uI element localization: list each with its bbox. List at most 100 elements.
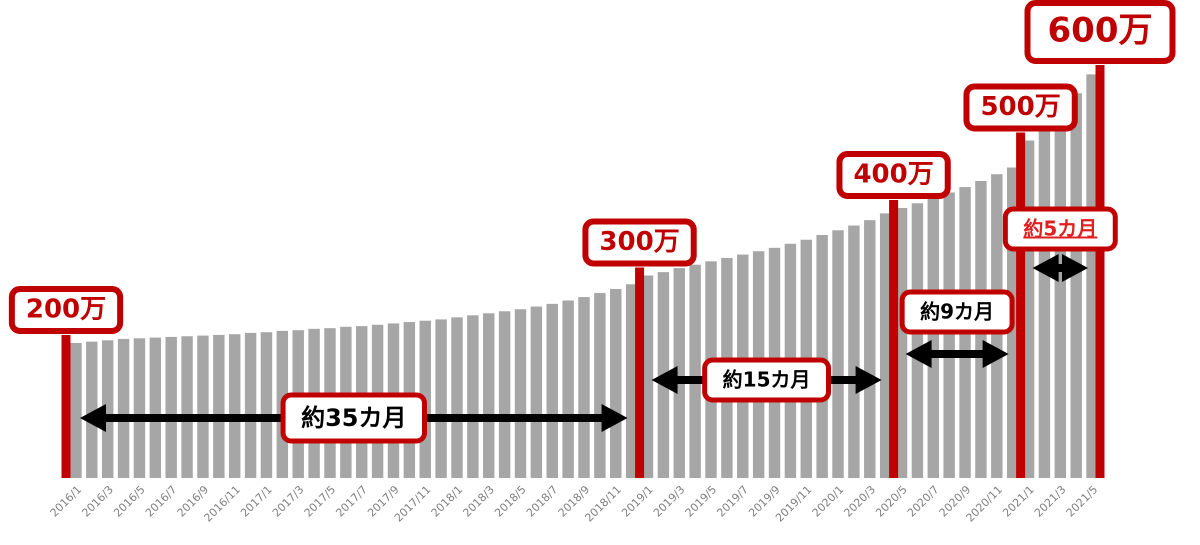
x-tick-label: 2020/5 [873, 483, 910, 520]
bar [610, 289, 622, 478]
arrow-head [601, 404, 628, 432]
x-tick-label: 2016/7 [143, 483, 180, 520]
x-tick-label: 2017/5 [302, 483, 339, 520]
milestone-label: 300万 [599, 227, 679, 257]
bar [117, 338, 130, 478]
arrow-head [855, 366, 882, 394]
milestone-badge: 200万 [8, 286, 124, 334]
bar [927, 197, 940, 478]
bar [213, 334, 225, 478]
x-tick-label: 2016/3 [79, 483, 116, 520]
bar [816, 235, 828, 478]
bar [181, 336, 193, 478]
x-tick-label: 2019/3 [651, 483, 688, 520]
interval-box [702, 357, 832, 403]
arrow-head [982, 340, 1009, 368]
milestone-box [8, 286, 124, 334]
interval-box [1002, 206, 1118, 252]
x-tick-label: 2017/7 [333, 483, 370, 520]
interval-badge: 約5カ月 [1002, 206, 1118, 252]
milestone-box [836, 151, 951, 199]
bar [228, 334, 241, 478]
bar [895, 208, 908, 478]
bar [1038, 125, 1051, 479]
interval-box [899, 289, 1015, 335]
bar [149, 337, 162, 478]
bar [578, 297, 590, 478]
interval-badge: 約9カ月 [899, 289, 1015, 335]
bar [133, 338, 146, 478]
bar [165, 336, 177, 478]
milestone-box [582, 218, 697, 267]
bar [1022, 140, 1035, 478]
x-tick-label: 2018/3 [460, 483, 497, 520]
bar [1070, 93, 1082, 478]
x-tick-label: 2020/1 [810, 483, 847, 520]
bar [546, 303, 558, 478]
bar [943, 192, 955, 478]
interval-label: 約15カ月 [723, 368, 811, 392]
x-tick-label: 2016/5 [111, 483, 148, 520]
x-tick-label: 2020/3 [841, 483, 878, 520]
bar [101, 340, 114, 478]
milestone-badge: 600万 [1024, 0, 1176, 64]
milestone-label: 500万 [980, 92, 1060, 122]
x-tick-label: 2018/1 [429, 483, 466, 520]
bar [848, 225, 860, 478]
arrow-head [905, 340, 932, 368]
arrow-head [1062, 254, 1088, 282]
arrow-head [1032, 254, 1059, 282]
bar [1086, 74, 1098, 478]
bar [197, 335, 209, 478]
bar [70, 343, 82, 478]
x-tick-label: 2018/5 [492, 483, 529, 520]
bar [625, 284, 638, 478]
bar [498, 311, 511, 478]
bar [1054, 110, 1067, 478]
x-tick-label: 2019/1 [619, 483, 656, 520]
x-tick-label: 2017/3 [270, 483, 307, 520]
bar [435, 319, 447, 478]
milestone-badge: 500万 [963, 83, 1078, 132]
x-tick-label: 2016/1 [48, 483, 85, 520]
arrow-head [651, 366, 678, 394]
milestone-badge: 400万 [836, 151, 951, 199]
milestone-box [963, 83, 1078, 132]
bar [244, 332, 257, 478]
interval-label: 約9カ月 [920, 300, 994, 324]
interval-box [280, 392, 427, 444]
x-tick-label: 2019/5 [683, 483, 720, 520]
milestone-label: 200万 [26, 295, 106, 325]
interval-label: 約35カ月 [301, 404, 406, 432]
milestone-label: 400万 [853, 160, 933, 190]
interval-label: 約5カ月 [1023, 217, 1097, 241]
bar [832, 230, 844, 478]
bar [86, 341, 98, 478]
x-tick-label: 2019/7 [714, 483, 751, 520]
bar [673, 268, 685, 478]
bar [467, 315, 479, 478]
interval-badge: 約35カ月 [280, 392, 427, 444]
x-tick-label: 2017/1 [238, 483, 275, 520]
bar [641, 275, 654, 478]
bar [451, 317, 463, 478]
x-tick-label: 2021/1 [1000, 483, 1037, 520]
x-tick-label: 2018/7 [524, 483, 561, 520]
arrow-head [80, 404, 106, 432]
x-tick-label: 2021/5 [1064, 483, 1101, 520]
bar [562, 300, 574, 478]
bar [530, 306, 543, 478]
x-tick-label: 2021/3 [1032, 483, 1069, 520]
bar [594, 293, 606, 478]
bar [514, 309, 527, 478]
interval-badge: 約15カ月 [702, 357, 832, 403]
milestone-label: 600万 [1048, 11, 1153, 51]
bar [864, 220, 876, 478]
bar [879, 213, 892, 478]
bar [260, 332, 273, 478]
milestone-badge: 300万 [582, 218, 697, 267]
milestone-box [1024, 0, 1176, 64]
bar [483, 313, 495, 478]
bar [689, 264, 701, 478]
